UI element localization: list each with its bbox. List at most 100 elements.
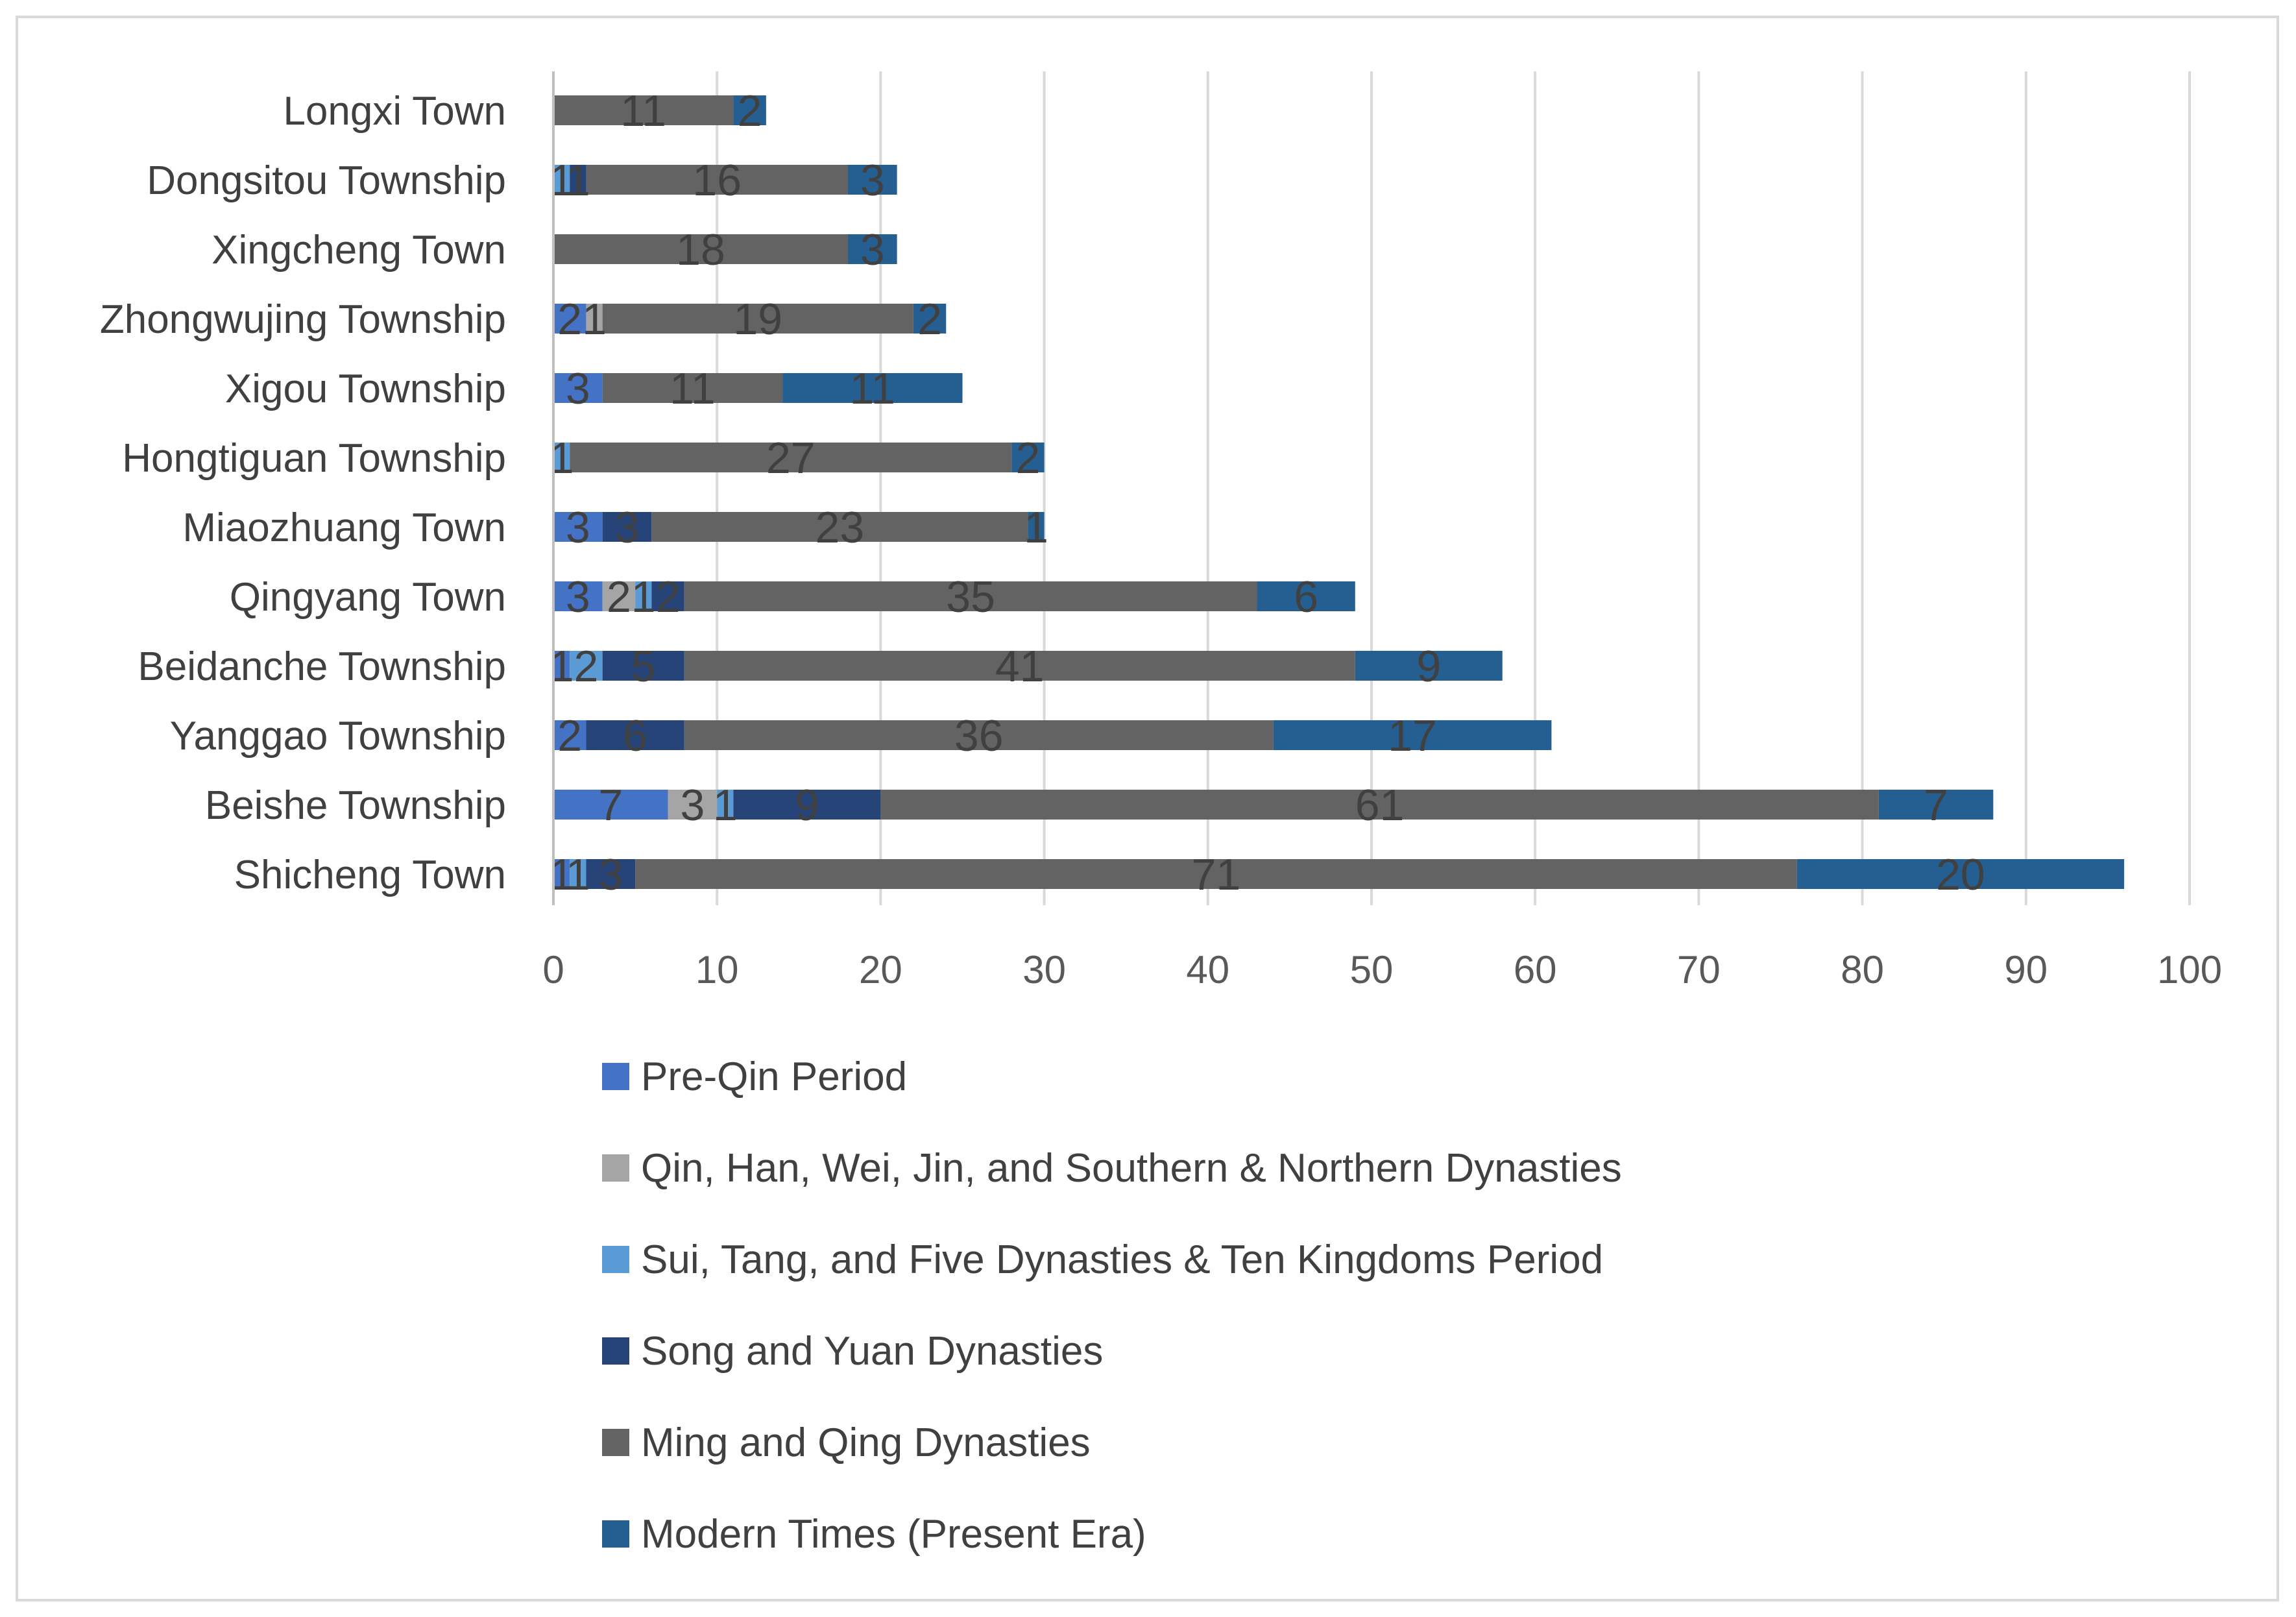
category-label: Qingyang Town bbox=[230, 575, 506, 620]
data-label: 1 bbox=[566, 156, 590, 205]
x-tick-label: 100 bbox=[2157, 948, 2222, 991]
x-tick-label: 80 bbox=[1841, 948, 1884, 991]
data-label: 1 bbox=[713, 781, 738, 830]
legend-label: Ming and Qing Dynasties bbox=[641, 1420, 1091, 1465]
data-label: 2 bbox=[738, 86, 762, 136]
data-label: 16 bbox=[692, 156, 742, 205]
bar-segment bbox=[684, 581, 1257, 611]
x-tick-label: 0 bbox=[542, 948, 564, 991]
data-label: 11 bbox=[849, 364, 895, 413]
bar-segment bbox=[782, 373, 963, 403]
legend-swatch bbox=[602, 1520, 629, 1548]
bar-segment bbox=[635, 859, 1797, 889]
bar-segment bbox=[1355, 651, 1503, 681]
x-tick-label: 60 bbox=[1514, 948, 1557, 991]
x-tick-label: 20 bbox=[859, 948, 902, 991]
bar-segment bbox=[602, 373, 783, 403]
data-label: 36 bbox=[954, 711, 1004, 760]
data-label: 9 bbox=[1416, 642, 1441, 691]
bar-segment bbox=[684, 720, 1274, 750]
bar-segment bbox=[847, 165, 897, 195]
bar-segment bbox=[733, 790, 881, 820]
bar-segment bbox=[570, 165, 586, 195]
data-label: 2 bbox=[1015, 433, 1040, 483]
data-label: 3 bbox=[566, 572, 590, 622]
data-label: 1 bbox=[566, 850, 590, 899]
legend-swatch bbox=[602, 1429, 629, 1456]
data-label: 3 bbox=[860, 225, 885, 274]
legend-label: Modern Times (Present Era) bbox=[641, 1512, 1146, 1557]
category-label: Shicheng Town bbox=[234, 853, 506, 897]
bar-segment bbox=[1878, 790, 1994, 820]
data-label: 35 bbox=[946, 572, 995, 622]
category-label: Beishe Township bbox=[205, 783, 506, 828]
bar-segment bbox=[602, 651, 684, 681]
bar-segment bbox=[553, 95, 734, 125]
data-label: 6 bbox=[623, 711, 647, 760]
data-label: 6 bbox=[1294, 572, 1318, 622]
bars bbox=[553, 95, 2125, 889]
data-label: 2 bbox=[656, 572, 681, 622]
bar-segment bbox=[733, 95, 766, 125]
bar-segment bbox=[553, 234, 848, 264]
bar-segment bbox=[602, 512, 652, 542]
bar-segment bbox=[717, 790, 734, 820]
category-label: Longxi Town bbox=[283, 89, 506, 134]
data-label: 41 bbox=[995, 642, 1045, 691]
data-label: 3 bbox=[566, 364, 590, 413]
data-label: 61 bbox=[1355, 781, 1405, 830]
data-label: 3 bbox=[566, 503, 590, 552]
legend-swatch bbox=[602, 1154, 629, 1182]
bar-segment bbox=[1257, 581, 1355, 611]
data-label: 2 bbox=[557, 711, 582, 760]
legend-swatch bbox=[602, 1063, 629, 1090]
data-label: 3 bbox=[680, 781, 705, 830]
category-label: Hongtiguan Township bbox=[122, 436, 506, 481]
x-tick-label: 10 bbox=[695, 948, 739, 991]
bar-segment bbox=[651, 512, 1028, 542]
data-label: 3 bbox=[615, 503, 640, 552]
category-label: Beidanche Township bbox=[138, 644, 506, 689]
x-tick-label: 30 bbox=[1022, 948, 1066, 991]
data-label: 7 bbox=[598, 781, 623, 830]
bar-segment bbox=[570, 443, 1012, 472]
bar-segment bbox=[553, 165, 570, 195]
category-label: Xigou Township bbox=[225, 367, 506, 411]
x-tick-label: 40 bbox=[1186, 948, 1229, 991]
bar-segment bbox=[668, 790, 718, 820]
data-label: 18 bbox=[676, 225, 725, 274]
bar-segment bbox=[684, 651, 1355, 681]
data-label: 2 bbox=[574, 642, 599, 691]
category-label: Miaozhuang Town bbox=[182, 505, 506, 550]
legend-label: Sui, Tang, and Five Dynasties & Ten King… bbox=[641, 1237, 1603, 1282]
data-label: 27 bbox=[766, 433, 816, 483]
data-label: 71 bbox=[1192, 850, 1241, 899]
bar-segment bbox=[553, 581, 603, 611]
bar-segment bbox=[586, 859, 636, 889]
bar-segment bbox=[1273, 720, 1552, 750]
data-label: 2 bbox=[917, 295, 942, 344]
data-label: 9 bbox=[795, 781, 819, 830]
data-label: 7 bbox=[1924, 781, 1948, 830]
bar-segment bbox=[553, 720, 586, 750]
bar-segment bbox=[553, 443, 570, 472]
legend-swatch bbox=[602, 1337, 629, 1365]
data-label: 11 bbox=[670, 364, 716, 413]
bar-segment bbox=[553, 304, 586, 334]
bar-segment bbox=[1028, 512, 1045, 542]
legend-label: Song and Yuan Dynasties bbox=[641, 1329, 1103, 1374]
bar-segment bbox=[913, 304, 947, 334]
data-label: 2 bbox=[557, 295, 582, 344]
data-label: 11 bbox=[620, 86, 666, 136]
data-label: 23 bbox=[816, 503, 865, 552]
axes: 0 10 20 30 40 50 60 70 80 90 100 Longxi Town Dongsit… bbox=[100, 71, 2222, 991]
bar-segment bbox=[602, 581, 636, 611]
data-label: 19 bbox=[733, 295, 782, 344]
legend-label: Pre-Qin Period bbox=[641, 1054, 907, 1099]
data-labels: 11 211 16 318 32 1 19 23 11 111 27 23 3 23 13 2 1 2 35 61 2 5… bbox=[550, 86, 1985, 899]
category-label: Zhongwujing Township bbox=[100, 297, 506, 342]
x-tick-label: 90 bbox=[2004, 948, 2048, 991]
bar-segment bbox=[602, 304, 913, 334]
x-tick-label: 50 bbox=[1350, 948, 1394, 991]
